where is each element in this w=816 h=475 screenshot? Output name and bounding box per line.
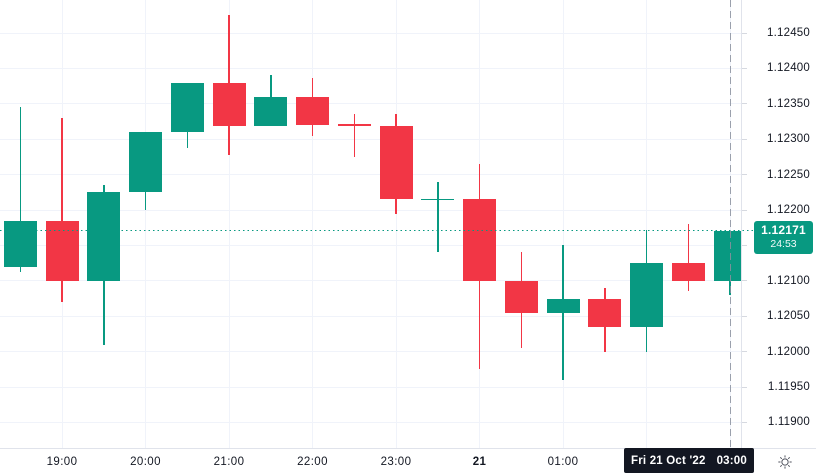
crosshair-time-badge: Fri 21 Oct '22 03:00 bbox=[624, 448, 754, 473]
horizontal-gridline bbox=[0, 351, 741, 353]
price-axis-label: 1.12400 bbox=[767, 62, 810, 75]
candle-body bbox=[212, 82, 246, 127]
candle-body bbox=[129, 132, 162, 193]
last-price-badge: 1.12171 24:53 bbox=[754, 220, 813, 254]
candle-wick bbox=[19, 107, 21, 273]
price-axis-tick bbox=[742, 67, 747, 69]
candle-body bbox=[463, 198, 496, 281]
horizontal-gridline bbox=[0, 174, 741, 176]
price-axis-label: 1.11950 bbox=[767, 381, 810, 393]
price-axis-label: 1.12350 bbox=[767, 97, 810, 110]
price-axis-label: 1.12100 bbox=[767, 274, 810, 287]
vertical-gridline bbox=[646, 0, 647, 448]
time-axis[interactable]: Fri 21 Oct '22 03:00 19:00 20:00 21:00 22:0… bbox=[0, 448, 816, 475]
candle-body bbox=[504, 280, 538, 313]
candle-body bbox=[588, 298, 622, 327]
price-axis-tick bbox=[742, 244, 747, 246]
vertical-gridline bbox=[145, 0, 146, 448]
bar-countdown: 24:53 bbox=[770, 237, 797, 250]
price-axis-tick bbox=[742, 174, 747, 176]
vertical-gridline bbox=[562, 0, 564, 448]
price-axis-tick bbox=[742, 421, 747, 423]
candle-body bbox=[254, 96, 288, 127]
crosshair-date-label: Fri 21 Oct '22 bbox=[631, 454, 706, 467]
candle-wick bbox=[353, 114, 355, 157]
time-axis-label: 01:00 bbox=[547, 456, 579, 468]
candle-body bbox=[170, 82, 204, 133]
candle-body bbox=[713, 230, 741, 281]
last-price-value: 1.12171 bbox=[761, 222, 806, 237]
price-axis-label: 1.12000 bbox=[767, 345, 810, 358]
price-axis-label: 1.12450 bbox=[767, 27, 810, 39]
sun-icon bbox=[778, 455, 792, 469]
candle-body bbox=[296, 96, 329, 126]
horizontal-gridline bbox=[0, 103, 741, 105]
horizontal-gridline bbox=[0, 421, 741, 423]
time-axis-label: 21:00 bbox=[213, 456, 245, 468]
price-axis-label: 1.11900 bbox=[767, 416, 810, 429]
price-axis-label: 1.12250 bbox=[767, 168, 810, 181]
time-axis-label: 19:00 bbox=[46, 456, 78, 468]
price-axis-label: 1.12050 bbox=[767, 310, 810, 323]
price-axis-tick bbox=[742, 32, 747, 34]
time-axis-label: 23:00 bbox=[380, 456, 412, 468]
price-axis-tick bbox=[742, 280, 747, 282]
candle-wick bbox=[687, 224, 689, 292]
horizontal-gridline bbox=[0, 32, 741, 34]
candle-body bbox=[546, 298, 580, 313]
candle-body bbox=[421, 198, 455, 201]
price-axis-tick bbox=[742, 351, 747, 353]
horizontal-gridline bbox=[0, 138, 741, 140]
theme-toggle-button[interactable] bbox=[776, 453, 794, 471]
candle-body bbox=[337, 123, 371, 127]
price-axis-label: 1.12200 bbox=[767, 204, 810, 216]
vertical-gridline bbox=[312, 0, 313, 448]
candle-body bbox=[87, 192, 121, 281]
candle-wick bbox=[61, 117, 63, 303]
price-axis-tick bbox=[742, 315, 747, 317]
candle-body bbox=[3, 220, 37, 267]
horizontal-gridline bbox=[0, 386, 741, 388]
price-axis-tick bbox=[742, 209, 747, 211]
vertical-gridline bbox=[395, 0, 397, 448]
candle-body bbox=[630, 263, 663, 327]
current-price-line bbox=[0, 230, 757, 232]
horizontal-gridline bbox=[0, 244, 741, 246]
candle-body bbox=[671, 263, 705, 281]
time-axis-label: 22:00 bbox=[297, 456, 328, 468]
horizontal-gridline bbox=[0, 280, 741, 282]
price-axis-tick bbox=[742, 103, 747, 105]
candle-wick bbox=[437, 181, 439, 253]
horizontal-gridline bbox=[0, 315, 741, 317]
price-axis-tick bbox=[742, 138, 747, 140]
price-axis-tick bbox=[742, 386, 747, 388]
candle-body bbox=[379, 126, 413, 200]
horizontal-gridline bbox=[0, 67, 741, 69]
horizontal-gridline bbox=[0, 209, 741, 211]
chart-area[interactable] bbox=[0, 0, 741, 448]
current-time-dashed-line bbox=[729, 0, 731, 448]
price-axis-label: 1.12300 bbox=[767, 133, 810, 146]
time-axis-label: 20:00 bbox=[130, 456, 161, 468]
time-axis-label: 21 bbox=[472, 456, 487, 468]
crosshair-time-label: 03:00 bbox=[716, 454, 747, 467]
vertical-gridline bbox=[228, 0, 230, 448]
